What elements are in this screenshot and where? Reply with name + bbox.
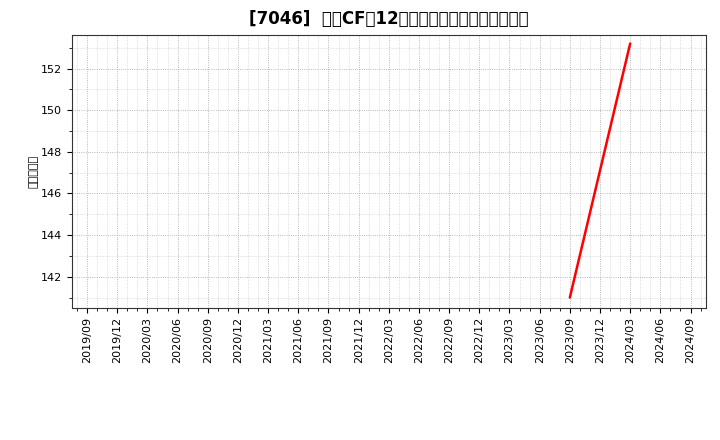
Title: [7046]  営業CFの12か月移動合計の平均値の推移: [7046] 営業CFの12か月移動合計の平均値の推移 — [249, 10, 528, 28]
Y-axis label: （百万円）: （百万円） — [28, 155, 38, 188]
